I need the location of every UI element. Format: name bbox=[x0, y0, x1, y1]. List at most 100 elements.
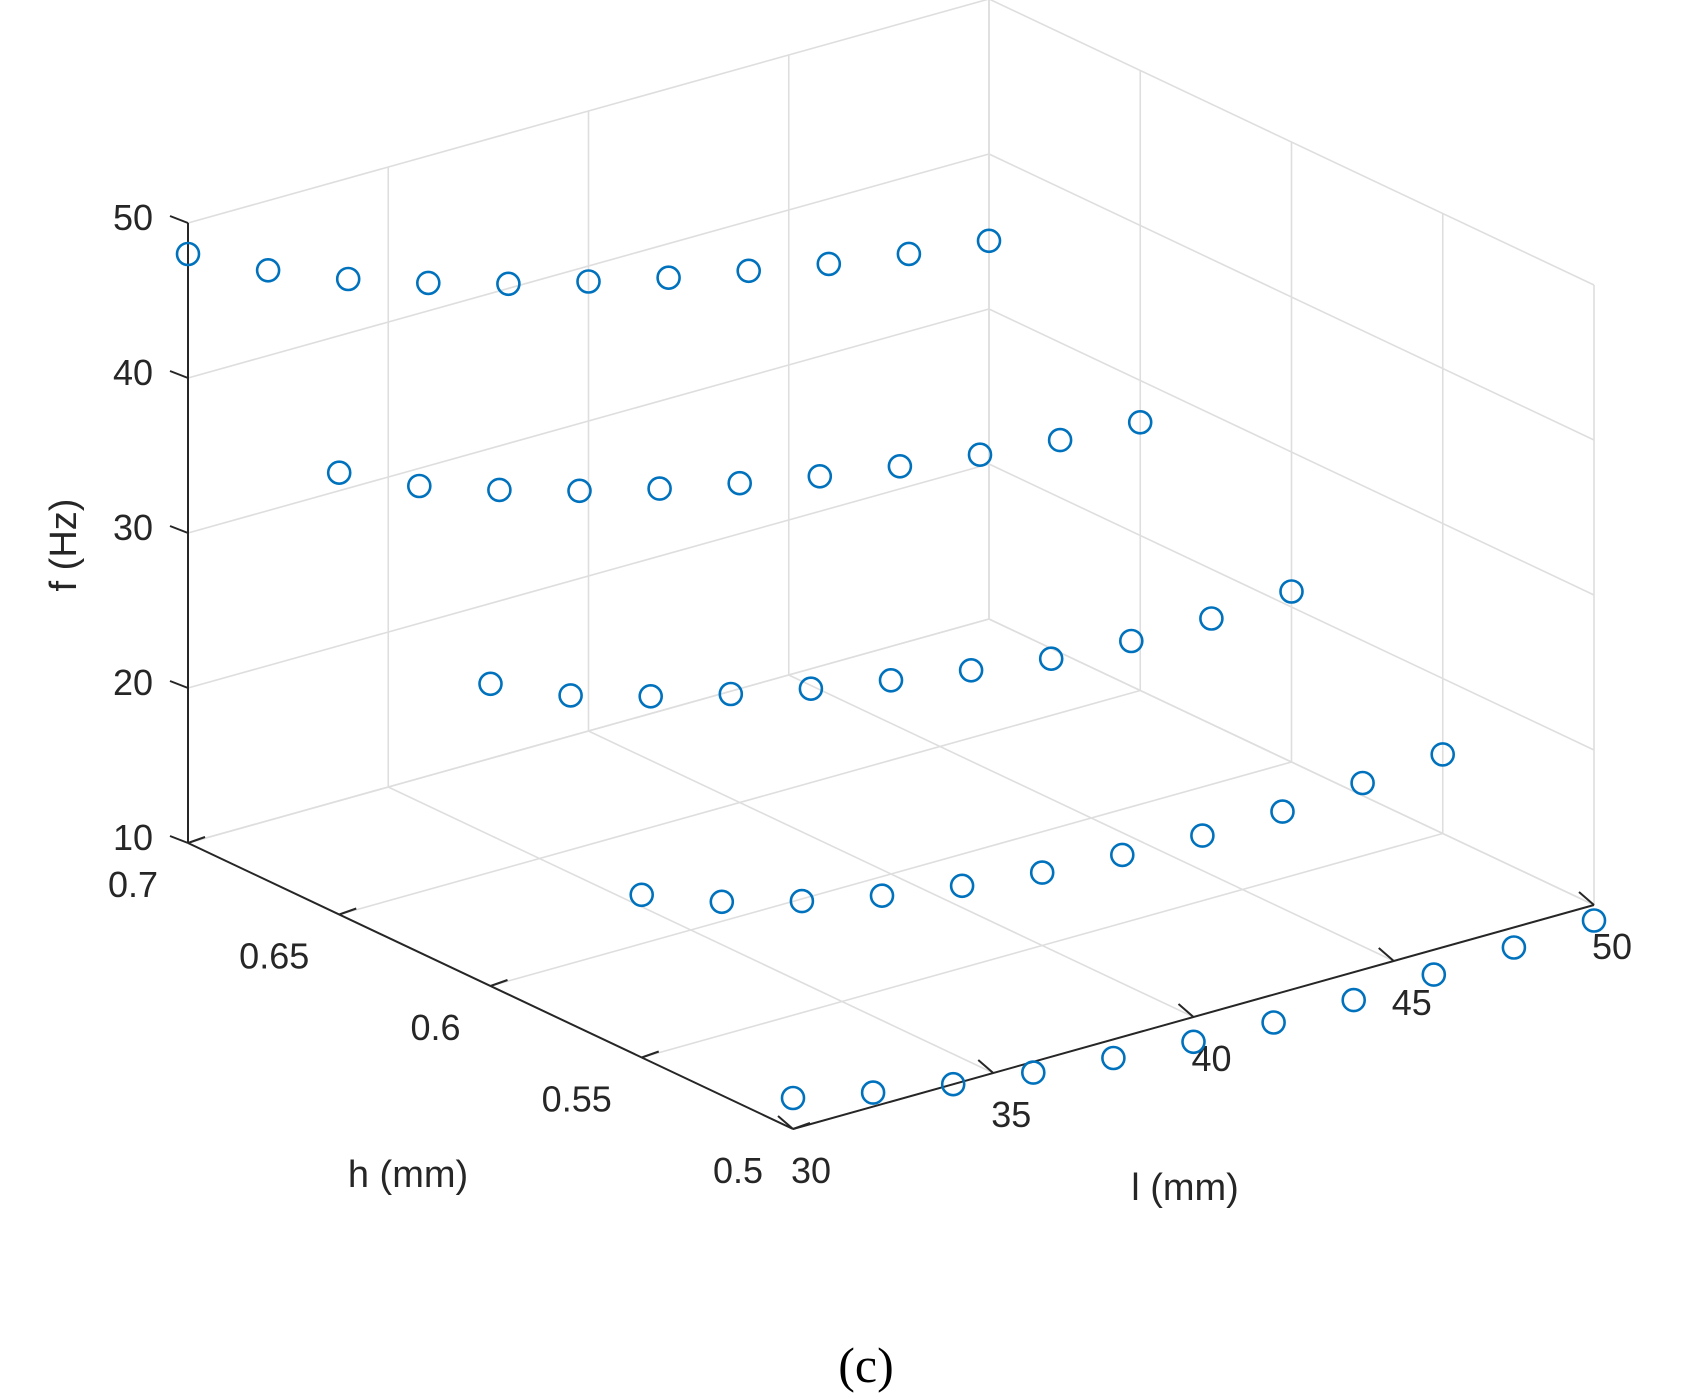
floor-grid-line bbox=[641, 832, 1443, 1059]
data-point bbox=[1110, 842, 1135, 868]
data-point bbox=[567, 478, 592, 504]
data-point bbox=[1581, 908, 1607, 933]
data-point bbox=[1021, 1060, 1046, 1085]
back-wall-grid-line bbox=[187, 308, 990, 534]
data-point bbox=[1421, 962, 1447, 987]
data-point bbox=[869, 883, 895, 909]
data-point bbox=[335, 266, 361, 292]
data-point bbox=[415, 270, 441, 296]
y-tick-mark bbox=[338, 907, 357, 916]
data-point bbox=[496, 271, 521, 297]
x-tick-label: 50 bbox=[1592, 926, 1632, 967]
x-tick-label: 30 bbox=[791, 1150, 831, 1191]
data-point bbox=[1199, 606, 1224, 631]
x-tick-label: 40 bbox=[1191, 1038, 1231, 1079]
axes-layer: 30 35 40 45 50 0.5 0.55 0.6 0.65 0.7 10 20 30 40 50 bbox=[108, 197, 1632, 1191]
data-point bbox=[1038, 646, 1064, 672]
data-point bbox=[1181, 1029, 1206, 1055]
y-tick-label: 0.6 bbox=[410, 1007, 460, 1048]
side-wall-grid-line bbox=[988, 618, 1595, 906]
y-tick-mark bbox=[490, 979, 508, 987]
x-tick-mark bbox=[1177, 1003, 1195, 1018]
z-tick-mark bbox=[169, 680, 189, 689]
panel-label: (c) bbox=[838, 1337, 894, 1393]
data-point bbox=[967, 442, 993, 468]
data-point bbox=[878, 667, 904, 693]
data-point bbox=[255, 257, 281, 283]
data-point bbox=[896, 241, 922, 267]
data-point bbox=[887, 453, 913, 479]
y-tick-label: 0.65 bbox=[239, 936, 309, 977]
data-point bbox=[1279, 579, 1304, 604]
data-point bbox=[727, 470, 753, 496]
side-wall-grid-line bbox=[988, 153, 1595, 441]
data-point bbox=[1029, 860, 1055, 885]
data-point bbox=[1127, 409, 1153, 435]
side-wall-grid-line bbox=[988, 463, 1595, 751]
data-point bbox=[1119, 628, 1144, 654]
side-wall-grid-line bbox=[989, 0, 1595, 286]
data-point bbox=[647, 476, 672, 501]
data-point bbox=[656, 265, 681, 291]
data-point bbox=[487, 477, 512, 503]
data-point bbox=[1190, 823, 1215, 848]
data-point bbox=[558, 683, 583, 708]
back-wall-grid-line bbox=[187, 0, 989, 224]
x-axis-title: l (mm) bbox=[1131, 1167, 1239, 1209]
data-point bbox=[807, 463, 833, 489]
data-point bbox=[478, 671, 503, 697]
back-wall-grid-line bbox=[187, 153, 990, 379]
data-point bbox=[1341, 987, 1366, 1013]
data-point bbox=[736, 258, 762, 284]
x-tick-mark bbox=[1578, 891, 1595, 906]
z-tick-label: 40 bbox=[113, 352, 153, 393]
y-tick-label: 0.7 bbox=[108, 864, 158, 905]
z-tick-mark bbox=[169, 215, 189, 224]
data-point bbox=[1047, 427, 1073, 453]
z-tick-label: 50 bbox=[113, 197, 153, 238]
data-point bbox=[860, 1080, 886, 1105]
y-tick-mark bbox=[641, 1050, 660, 1059]
z-tick-mark bbox=[169, 835, 189, 844]
data-point bbox=[958, 657, 984, 683]
side-wall-grid-line bbox=[988, 308, 1595, 596]
data-point bbox=[976, 228, 1002, 254]
data-point bbox=[798, 676, 824, 702]
data-point bbox=[780, 1085, 806, 1111]
data-point bbox=[175, 241, 201, 267]
z-tick-label: 30 bbox=[113, 507, 153, 548]
data-point bbox=[629, 882, 655, 908]
z-tick-mark bbox=[169, 370, 189, 379]
data-point bbox=[1270, 799, 1295, 824]
data-point bbox=[1101, 1045, 1126, 1071]
data-point bbox=[940, 1071, 966, 1097]
data-point bbox=[709, 889, 735, 915]
z-tick-label: 10 bbox=[113, 817, 153, 858]
data-point bbox=[638, 683, 664, 709]
data-point bbox=[949, 873, 975, 899]
data-point bbox=[1261, 1010, 1286, 1035]
x-tick-mark bbox=[977, 1059, 994, 1074]
data-point bbox=[816, 251, 842, 277]
x-tick-mark bbox=[777, 1115, 794, 1130]
data-point bbox=[718, 681, 744, 707]
data-point bbox=[406, 473, 432, 499]
z-tick-mark bbox=[169, 525, 189, 534]
y-tick-mark bbox=[792, 1122, 811, 1130]
y-tick-label: 0.5 bbox=[713, 1150, 763, 1191]
data-point bbox=[576, 269, 601, 294]
data-point bbox=[326, 460, 352, 486]
floor-grid-line bbox=[490, 761, 1292, 987]
data-point bbox=[1430, 742, 1455, 767]
grid-layer bbox=[187, 0, 1595, 1130]
x-tick-mark bbox=[1378, 947, 1395, 962]
x-tick-label: 45 bbox=[1392, 982, 1432, 1023]
data-point bbox=[1350, 770, 1375, 796]
y-tick-label: 0.55 bbox=[542, 1079, 612, 1120]
z-tick-label: 20 bbox=[113, 662, 153, 703]
back-wall-grid-line bbox=[187, 463, 990, 689]
data-point bbox=[1501, 935, 1527, 960]
z-axis-title: f (Hz) bbox=[43, 499, 85, 592]
y-tick-mark bbox=[187, 836, 206, 844]
